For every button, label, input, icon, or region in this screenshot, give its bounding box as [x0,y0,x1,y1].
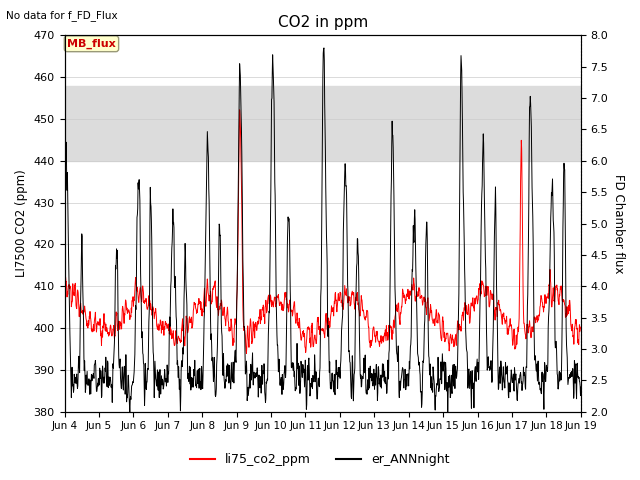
Bar [65,85,581,161]
Y-axis label: FD Chamber flux: FD Chamber flux [612,174,625,273]
Text: MB_flux: MB_flux [67,38,116,49]
Title: CO2 in ppm: CO2 in ppm [278,15,368,30]
Legend: li75_co2_ppm, er_ANNnight: li75_co2_ppm, er_ANNnight [186,448,454,471]
Text: No data for f_FD_Flux: No data for f_FD_Flux [6,10,118,21]
Y-axis label: LI7500 CO2 (ppm): LI7500 CO2 (ppm) [15,169,28,277]
